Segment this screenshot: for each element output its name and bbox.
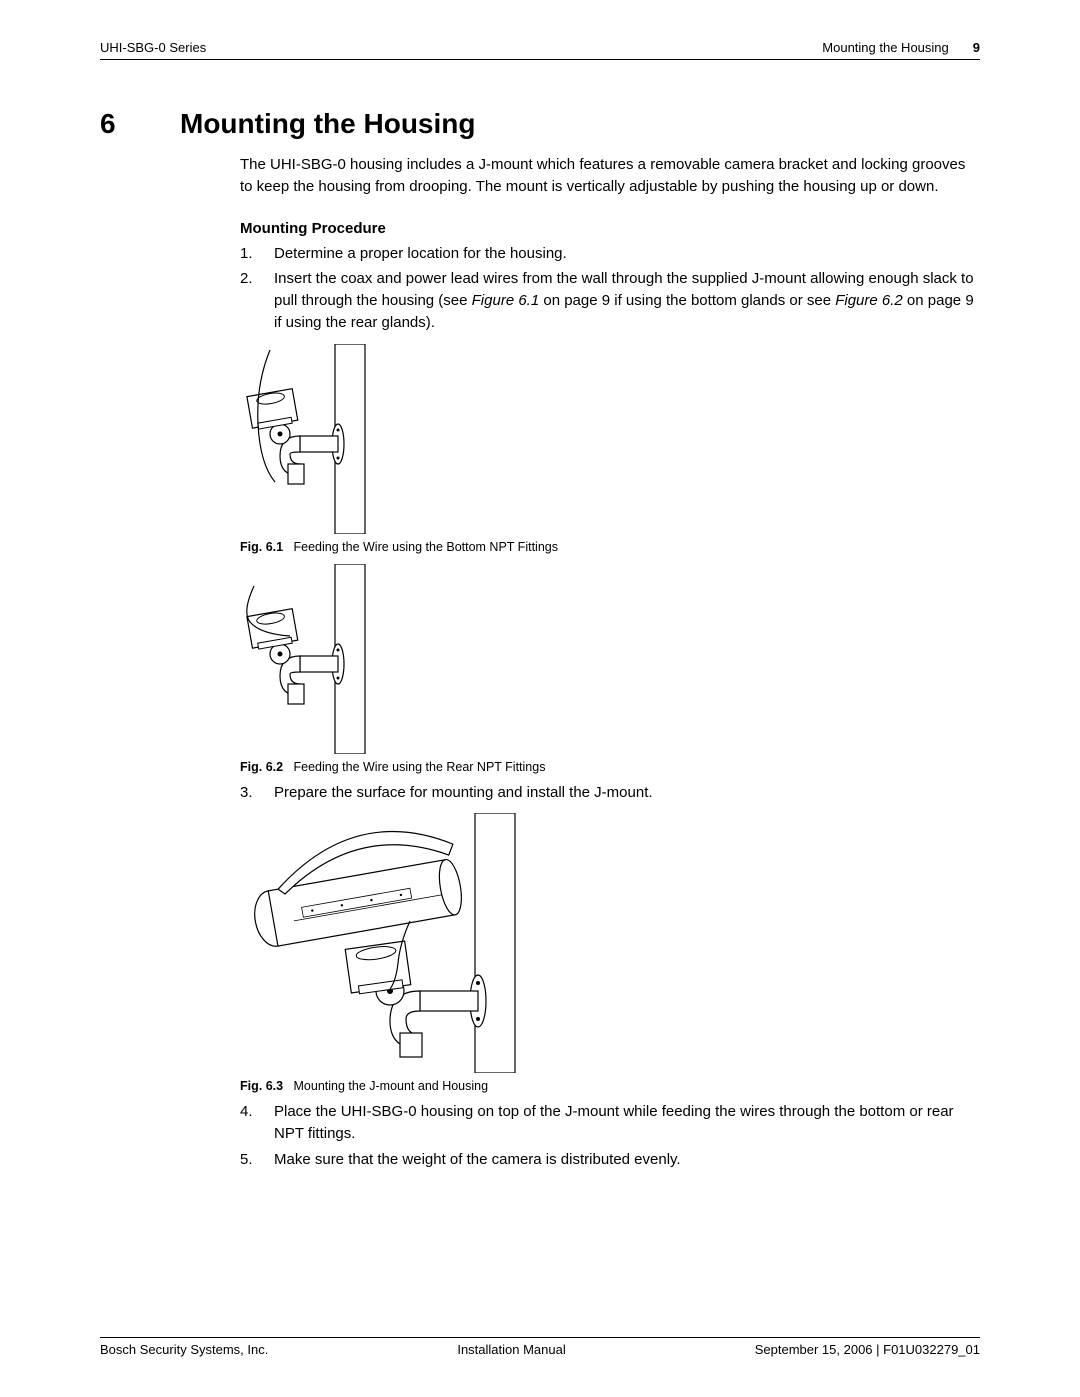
figure-6-2-svg [240,564,410,754]
figure-6-3-label: Fig. 6.3 [240,1079,283,1093]
figure-6-1: Fig. 6.1 Feeding the Wire using the Bott… [240,344,980,554]
page: UHI-SBG-0 Series Mounting the Housing 9 … [100,40,980,1171]
header-left: UHI-SBG-0 Series [100,40,206,55]
section-content: The UHI-SBG-0 housing includes a J-mount… [240,154,980,1171]
figure-6-3-text: Mounting the J-mount and Housing [294,1079,489,1093]
step-4: Place the UHI-SBG-0 housing on top of th… [240,1101,980,1145]
step-2-figref-2: Figure 6.2 [835,292,903,309]
header-right: Mounting the Housing 9 [822,40,980,55]
section-number: 6 [100,108,180,140]
header-page-number: 9 [973,40,980,55]
mounting-procedure-subhead: Mounting Procedure [240,220,980,237]
steps-list-c: Place the UHI-SBG-0 housing on top of th… [240,1101,980,1170]
figure-6-2-caption: Fig. 6.2 Feeding the Wire using the Rear… [240,760,980,774]
figure-6-3: Fig. 6.3 Mounting the J-mount and Housin… [240,813,980,1093]
steps-list-b: Prepare the surface for mounting and ins… [240,782,980,804]
section-heading: 6 Mounting the Housing [100,108,980,140]
step-2-figref-1: Figure 6.1 [472,292,540,309]
section-title: Mounting the Housing [180,108,476,140]
step-5: Make sure that the weight of the camera … [240,1149,980,1171]
figure-6-1-svg [240,344,410,534]
header-section-title: Mounting the Housing [822,40,948,55]
footer-right: September 15, 2006 | F01U032279_01 [755,1342,980,1357]
footer-left: Bosch Security Systems, Inc. [100,1342,268,1357]
footer-center: Installation Manual [457,1342,565,1357]
figure-6-1-label: Fig. 6.1 [240,540,283,554]
intro-paragraph: The UHI-SBG-0 housing includes a J-mount… [240,154,980,198]
page-footer: Bosch Security Systems, Inc. Installatio… [100,1337,980,1357]
figure-6-1-caption: Fig. 6.1 Feeding the Wire using the Bott… [240,540,980,554]
step-1: Determine a proper location for the hous… [240,243,980,265]
figure-6-3-caption: Fig. 6.3 Mounting the J-mount and Housin… [240,1079,980,1093]
figure-6-3-svg [240,813,540,1073]
figure-6-1-text: Feeding the Wire using the Bottom NPT Fi… [294,540,558,554]
page-header: UHI-SBG-0 Series Mounting the Housing 9 [100,40,980,60]
step-3: Prepare the surface for mounting and ins… [240,782,980,804]
steps-list-a: Determine a proper location for the hous… [240,243,980,334]
step-2-text-b: on page 9 if using the bottom glands or … [539,292,835,309]
figure-6-2-label: Fig. 6.2 [240,760,283,774]
figure-6-2: Fig. 6.2 Feeding the Wire using the Rear… [240,564,980,774]
figure-6-2-text: Feeding the Wire using the Rear NPT Fitt… [294,760,546,774]
step-2: Insert the coax and power lead wires fro… [240,268,980,333]
